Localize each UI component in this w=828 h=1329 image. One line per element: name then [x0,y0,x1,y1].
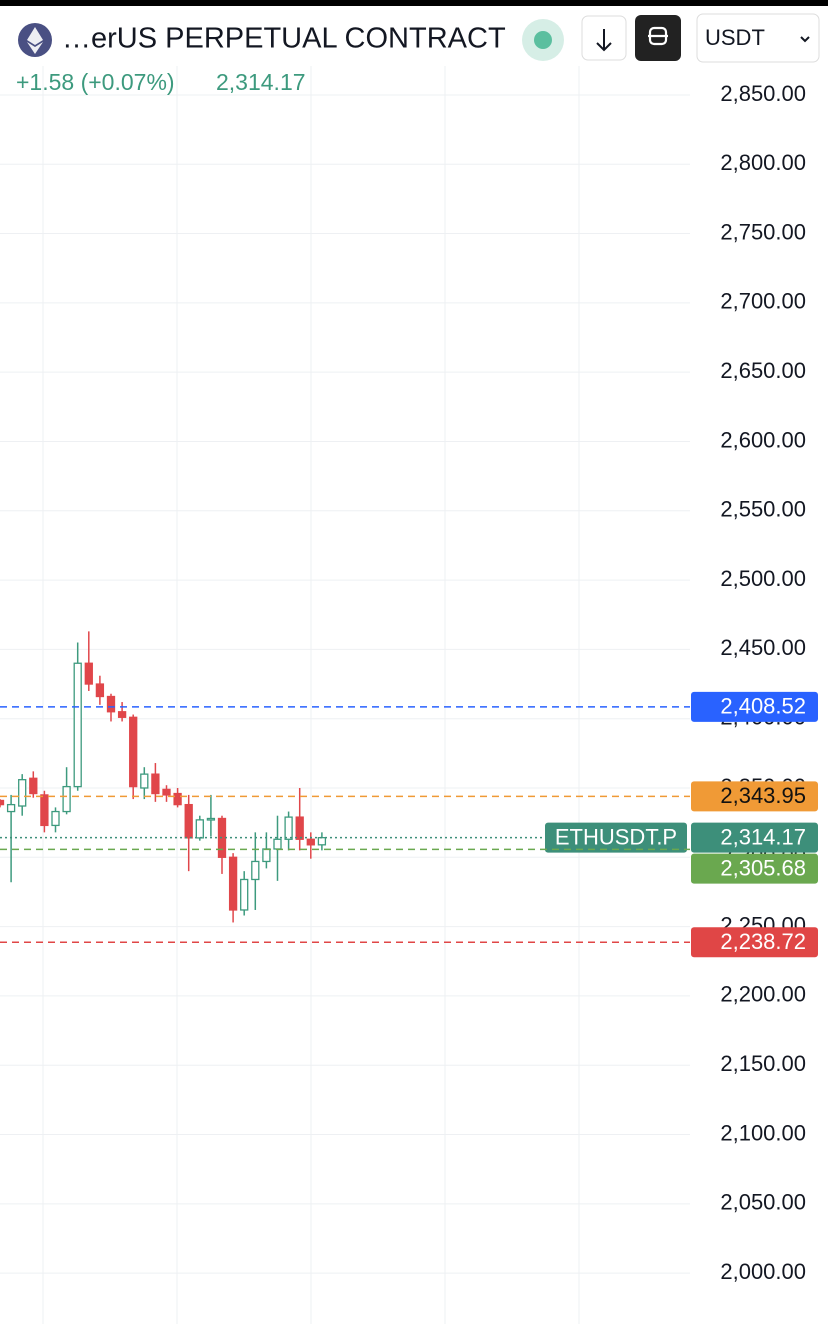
price-tag-label: 2,305.68 [720,855,806,880]
candle-body [73,662,82,788]
price-tag [691,781,818,812]
symbol-tag [545,822,687,853]
fullscreen-icon [648,26,668,46]
price-tag [691,691,818,722]
candle-body [251,860,260,881]
currency-label: USDT [705,25,765,50]
candle-body [106,695,116,713]
candle-body [162,788,171,796]
candle-body [62,785,71,813]
candle-body [184,803,193,839]
price-change: +1.58 (+0.07%) [16,69,175,95]
price-tag [691,822,818,853]
candle-body [95,683,105,698]
candle-body [84,662,93,685]
y-tick-label: 2,150.00 [720,1051,806,1076]
eth-logo [27,27,43,54]
y-tick-label: 2,500.00 [720,566,806,591]
price-tag [691,927,818,958]
price-tag-label: 2,238.72 [720,929,806,954]
candle-body [228,856,238,911]
y-tick-label: 2,200.00 [720,982,806,1007]
header-bg [0,6,828,66]
candle-body [284,816,293,840]
fullscreen-button[interactable] [635,15,681,61]
candle-body [262,848,271,863]
symbol-title[interactable]: …erUS PERPETUAL CONTRACT [62,23,506,55]
candle-body [240,878,249,911]
candle-body [140,773,149,789]
candle-body [29,777,38,795]
price-tag-label: 2,314.17 [720,824,806,849]
candle-body [273,838,282,850]
currency-select[interactable] [696,13,820,63]
symbol-tag-label: ETHUSDT.P [555,824,677,849]
y-tick-label: 2,600.00 [720,427,806,452]
price-tag-label: 2,408.52 [720,694,806,719]
arrow-down-icon [596,29,612,52]
candle-body [173,792,182,806]
y-tick-label: 2,750.00 [720,219,806,244]
y-tick-label: 2,700.00 [720,289,806,314]
candle-body [6,803,16,813]
dropdown-caret [800,36,810,43]
candle-body [51,810,60,827]
status-dot [534,31,552,49]
y-tick-label: 2,100.00 [720,1120,806,1145]
price-tag [691,853,818,884]
candle-body [0,799,5,806]
candle-body [317,837,327,846]
candle-body [206,817,216,821]
top-strip [0,0,828,6]
candle-body [18,779,27,807]
price-tag-label: 2,343.95 [720,783,806,808]
candle-body [129,716,138,788]
y-tick-label: 2,450.00 [720,635,806,660]
y-tick-label: 2,650.00 [720,358,806,383]
plot [0,65,690,1324]
y-tick-label: 2,800.00 [720,150,806,175]
candle-body [151,773,160,795]
candle-body [195,819,204,839]
candle-body [117,711,127,718]
candle-body [295,816,304,840]
y-tick-label: 2,850.00 [720,81,806,106]
candle-body [40,794,49,827]
candle-body [306,838,315,846]
y-tick-label: 2,550.00 [720,497,806,522]
y-tick-label: 2,000.00 [720,1259,806,1284]
y-tick-label: 2,050.00 [720,1190,806,1215]
last-price: 2,314.17 [216,69,306,95]
